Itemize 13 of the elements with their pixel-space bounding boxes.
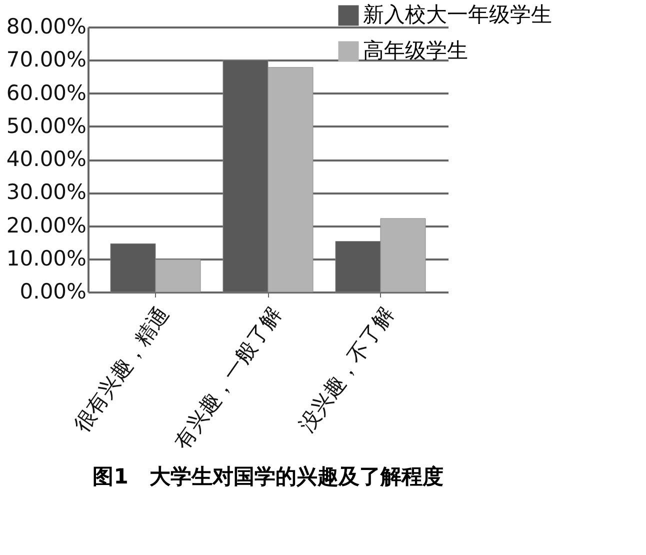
text: 图1 大学生对国学的兴趣及了解程度 [92,464,444,489]
y-tick-label: 30.00% [6,180,86,204]
legend-label: 高年级学生 [363,38,468,62]
y-tick-label: 20.00% [6,213,86,238]
legend-label: 新入校大一年级学生 [363,2,552,26]
y-tick-label: 10.00% [6,246,86,270]
y-tick-label: 60.00% [6,80,86,105]
y-tick-label: 50.00% [6,114,86,138]
y-tick-label: 70.00% [6,48,86,72]
x-tick-label: 没兴趣，不了解 [294,302,399,437]
y-tick-label: 0.00% [20,280,86,304]
y-tick-label: 40.00% [6,147,86,171]
y-tick-label: 80.00% [6,14,86,38]
